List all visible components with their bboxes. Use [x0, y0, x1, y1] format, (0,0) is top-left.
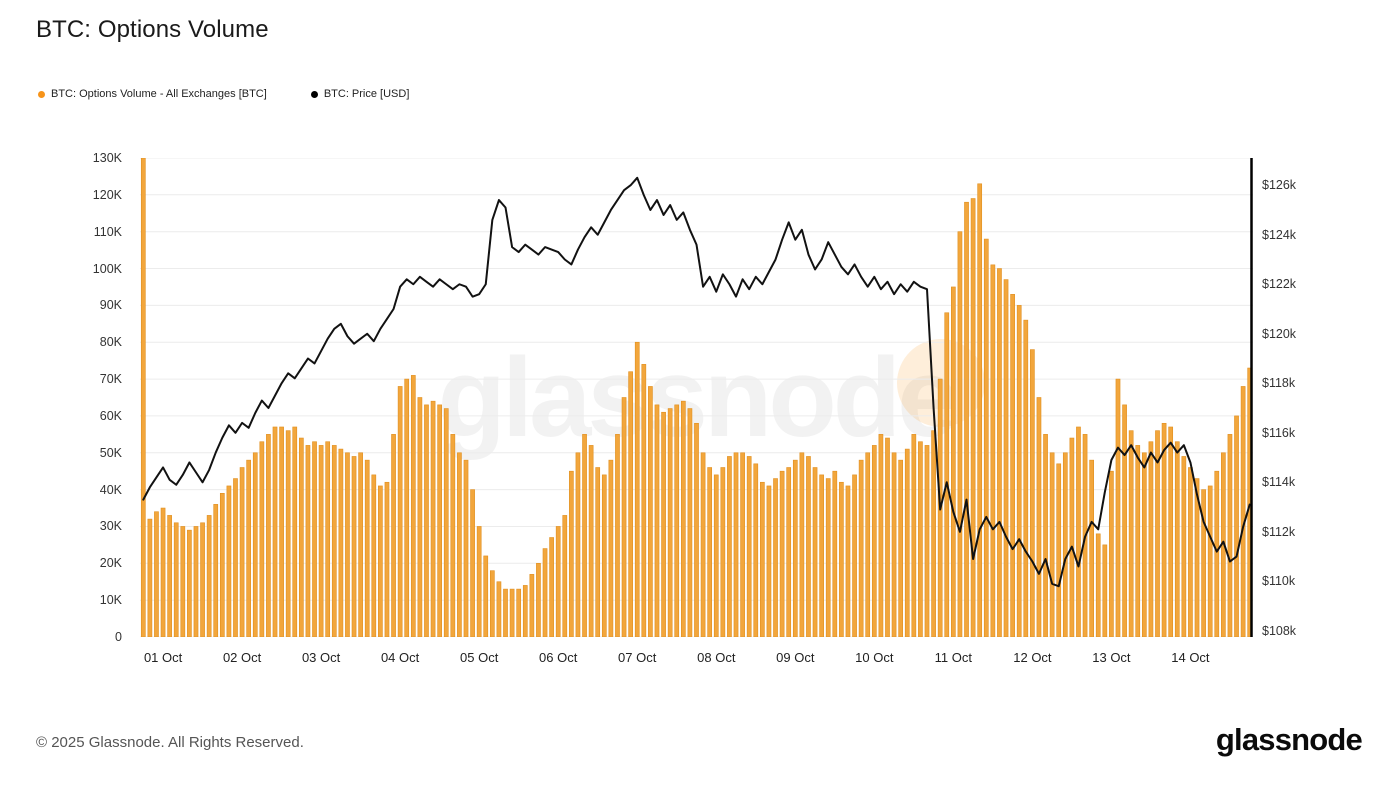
- y-axis-right-tick-label: $120k: [1262, 326, 1297, 341]
- x-axis-tick-label: 04 Oct: [380, 650, 420, 665]
- y-axis-left-tick-label: 30K: [99, 519, 122, 534]
- x-axis-tick-label: 10 Oct: [855, 650, 894, 665]
- x-axis-tick-label: 08 Oct: [697, 650, 736, 665]
- y-axis-left-tick-label: 80K: [99, 335, 122, 350]
- x-axis-tick-label: 06 Oct: [539, 650, 578, 665]
- y-axis-left-tick-label: 130K: [92, 151, 122, 165]
- x-axis-tick-label: 05 Oct: [460, 650, 499, 665]
- x-axis-tick-label: 01 Oct: [143, 650, 183, 665]
- y-axis-left-tick-label: 0: [115, 630, 122, 644]
- legend-item-price[interactable]: BTC: Price [USD]: [310, 88, 410, 100]
- y-axis-left-tick-label: 100K: [92, 261, 122, 276]
- y-axis-left-tick-label: 20K: [99, 556, 122, 571]
- x-axis-tick-label: 03 Oct: [301, 650, 341, 665]
- y-axis-right-tick-label: $118k: [1262, 376, 1296, 391]
- legend-label-options-volume: BTC: Options Volume - All Exchanges [BTC…: [51, 88, 267, 100]
- y-axis-right-tick-label: $122k: [1262, 277, 1297, 292]
- glassnode-logo: glassnode: [1215, 722, 1363, 757]
- y-axis-right-tick-label: $124k: [1262, 227, 1297, 242]
- chart-plot-area[interactable]: glassnode: [140, 158, 1253, 637]
- x-axis-tick-label: 11 Oct: [934, 650, 972, 665]
- y-axis-right-tick-label: $116k: [1262, 425, 1296, 440]
- x-axis-tick-label: 12 Oct: [1013, 650, 1052, 665]
- y-axis-left-tick-label: 110K: [93, 224, 122, 239]
- y-axis-right-tick-label: $110k: [1262, 574, 1296, 589]
- x-axis-tick-label: 07 Oct: [618, 650, 657, 665]
- chart-canvas[interactable]: [140, 158, 1253, 637]
- x-axis-tick-label: 14 Oct: [1171, 650, 1210, 665]
- y-axis-left-tick-label: 40K: [99, 482, 122, 497]
- x-axis-dates: 01 Oct 02 Oct 03 Oct 04 Oct 05 Oct 06 Oct 07 O…: [140, 650, 1253, 672]
- y-axis-right-tick-label: $126k: [1262, 178, 1297, 193]
- volume-series-marker-icon: [38, 90, 45, 98]
- copyright-text: © 2025 Glassnode. All Rights Reserved.: [36, 734, 304, 751]
- y-axis-left-tick-label: 50K: [99, 445, 122, 460]
- x-axis-tick-label: 09 Oct: [776, 650, 815, 665]
- legend-label-price: BTC: Price [USD]: [323, 88, 410, 100]
- y-axis-left-tick-label: 70K: [99, 372, 122, 387]
- x-axis-tick-label: 02 Oct: [222, 650, 262, 665]
- legend-item-options-volume[interactable]: BTC: Options Volume - All Exchanges [BTC…: [38, 88, 267, 100]
- legend: BTC: Options Volume - All Exchanges [BTC…: [38, 88, 409, 100]
- page-title: BTC: Options Volume: [36, 16, 269, 43]
- y-axis-right-tick-label: $112k: [1262, 524, 1296, 539]
- y-axis-left-tick-label: 120K: [92, 187, 122, 202]
- y-axis-left-tick-label: 90K: [99, 298, 122, 313]
- y-axis-left-tick-label: 10K: [99, 593, 122, 608]
- x-axis-tick-label: 13 Oct: [1092, 650, 1131, 665]
- y-axis-left-volume: 0 10K 20K 30K 40K 50K 60K 70K 80K 90K 100K 110K 120K…: [0, 151, 130, 644]
- y-axis-right-tick-label: $108k: [1262, 623, 1297, 638]
- y-axis-right-price: $108k $110k $112k $114k $116k $118k $120k $122k…: [1262, 158, 1342, 638]
- price-series-marker-icon: [310, 90, 318, 98]
- y-axis-left-tick-label: 60K: [99, 408, 122, 423]
- y-axis-right-tick-label: $114k: [1262, 475, 1296, 490]
